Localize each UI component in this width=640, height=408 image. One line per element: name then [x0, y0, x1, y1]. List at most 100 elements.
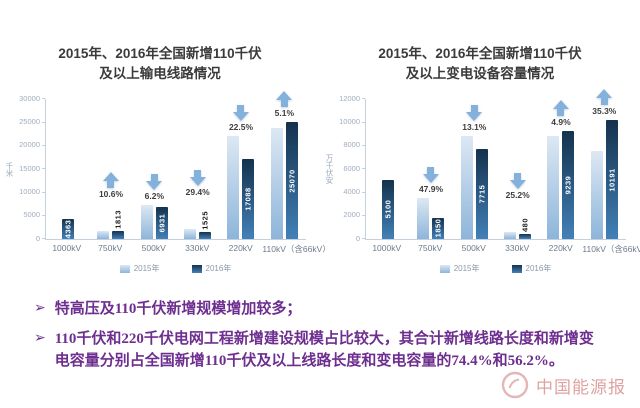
bar-2016年: 1850	[432, 217, 445, 240]
bar-value-label: 480	[520, 217, 530, 232]
change-annotation: 22.5%	[219, 105, 262, 132]
bar-2015年	[140, 204, 153, 240]
bar-2015年	[184, 229, 197, 240]
bar-value-label: 5100	[383, 200, 393, 219]
arrow-up-icon	[552, 100, 569, 117]
y-axis: 0 5000 10000 15000 20000 25000 30000	[15, 95, 46, 242]
summary-bullets: ➢ 特高压及110千伏新增规模增加较多； ➢ 110千伏和220千伏电网工程新增…	[0, 274, 640, 373]
bar-2015年	[547, 136, 560, 240]
title-line: 及以上变电设备容量情况	[405, 65, 555, 81]
legend-swatch	[439, 264, 450, 273]
bar-chart-transmission-lines: 千米 0 5000 10000 15000 20000 25000 30000 4363 18…	[0, 91, 331, 274]
arrow-down-icon	[466, 104, 483, 121]
change-annotation: 4.9%	[539, 100, 582, 127]
x-axis-label: 500kV	[461, 243, 486, 254]
y-axis: 0 2000 4000 6000 8000 10000 12000	[335, 95, 366, 242]
bar-value-label: 9239	[563, 175, 573, 195]
change-annotation: 5.1%	[263, 91, 306, 118]
change-annotation: 35.3%	[583, 89, 626, 116]
x-axis-label: 220kV	[228, 243, 253, 254]
legend-item: 2016年	[191, 263, 232, 274]
arrow-up-icon	[596, 89, 613, 106]
title-line: 2015年、2016年全国新增110千伏	[58, 46, 262, 61]
bar-2015年	[504, 231, 517, 240]
arrow-down-icon	[509, 172, 526, 189]
x-axis-label: 750kV	[418, 243, 443, 254]
legend-swatch	[191, 264, 202, 273]
bar-value-label: 7715	[477, 184, 487, 204]
bar-2016年: 6931	[155, 206, 168, 240]
y-tick-label: 25000	[19, 116, 45, 126]
bullet-text: 110千伏和220千伏电网工程新增建设规模占比较大，其合计新增线路长度和新增变电…	[54, 330, 594, 370]
change-annotation: 13.1%	[453, 104, 496, 132]
bar-2016年: 480	[519, 218, 532, 240]
change-percent: 22.5%	[228, 122, 254, 133]
y-tick-label: 20000	[19, 140, 45, 150]
change-percent: 5.1%	[274, 108, 294, 119]
legend: 2015年 2016年	[45, 263, 306, 274]
change-percent: 10.6%	[98, 188, 124, 199]
bar-2016年: 4363	[61, 218, 74, 240]
bar-value-label: 1525	[200, 211, 210, 231]
bar-group: 7715 13.1%	[453, 99, 496, 240]
y-tick-label: 10000	[19, 186, 45, 196]
x-axis-label: 500kV	[141, 243, 166, 254]
legend-swatch	[119, 264, 130, 273]
arrow-down-icon	[146, 173, 163, 190]
legend-item: 2016年	[511, 263, 552, 274]
bullet-text: 特高压及110千伏新增规模增加较多；	[54, 301, 302, 318]
plot-area: 4363 1813 10.6% 6931 6.2% 1525 29.4% 17088 22.5%…	[45, 91, 306, 241]
chart-title-capacity: 2015年、2016年全国新增110千伏 及以上变电设备容量情况	[320, 44, 640, 83]
y-tick-label: 30000	[19, 93, 45, 103]
bar-2016年: 10191	[605, 120, 618, 240]
bar-value-label: 17088	[243, 187, 253, 211]
arrow-down-icon	[422, 166, 439, 183]
y-axis-title: 千米	[5, 161, 14, 177]
x-axis-label: 220kV	[548, 243, 573, 254]
x-axis-label: 330kV	[185, 243, 210, 254]
bar-group: 1850 47.9%	[409, 99, 452, 240]
watermark-text: 中国能源报	[536, 377, 626, 397]
legend-label: 2016年	[525, 264, 552, 274]
x-axis-labels: 1000kV 750kV 500kV 330kV 220kV 110kV（含66kV）	[45, 243, 330, 255]
bar-2016年: 5100	[381, 179, 394, 240]
bar-group: 10191 35.3%	[583, 89, 626, 240]
bar-2016年: 7715	[475, 149, 488, 240]
x-axis-labels: 1000kV 750kV 500kV 330kV 220kV 110kV（含66kV）	[365, 243, 640, 255]
x-axis-label: 1000kV	[372, 243, 402, 254]
y-tick-label: 0	[35, 233, 46, 243]
y-tick-label: 5000	[23, 210, 45, 220]
bar-2015年	[227, 136, 240, 240]
y-tick-label: 12000	[339, 93, 365, 103]
bar-2016年: 17088	[242, 159, 255, 240]
y-tick-label: 0	[355, 233, 366, 243]
bar-2015年	[270, 127, 283, 240]
plot-column: 5100 1850 47.9% 7715 13.1% 480 25.2% 9239 4.9% 10…	[365, 89, 640, 274]
bar-group: 1525 29.4%	[176, 99, 219, 240]
plot-column: 4363 1813 10.6% 6931 6.2% 1525 29.4% 17088 22.5%…	[45, 91, 331, 274]
change-percent: 35.3%	[592, 106, 617, 117]
bar-group: 17088 22.5%	[219, 99, 262, 240]
bar-group: 9239 4.9%	[539, 99, 582, 240]
plot-area: 5100 1850 47.9% 7715 13.1% 480 25.2% 9239 4.9% 10…	[365, 89, 626, 241]
arrow-up-icon	[102, 171, 119, 188]
x-axis-label: 1000kV	[52, 243, 82, 254]
bar-value-label: 6931	[157, 213, 167, 233]
change-percent: 25.2%	[505, 189, 530, 200]
legend-label: 2015年	[453, 264, 480, 274]
y-axis-title: 万千伏安	[325, 154, 334, 185]
x-axis-label: 330kV	[505, 243, 530, 254]
bullet-arrow-icon: ➢	[34, 300, 46, 317]
y-tick-label: 15000	[19, 163, 45, 173]
bar-group: 4363	[46, 99, 89, 240]
arrow-down-icon	[189, 170, 206, 187]
legend-item: 2015年	[119, 263, 160, 274]
bullet-item: ➢ 110千伏和220千伏电网工程新增建设规模占比较大，其合计新增线路长度和新增…	[34, 328, 600, 373]
change-percent: 4.9%	[551, 117, 571, 128]
bar-group: 1813 10.6%	[89, 99, 132, 240]
change-percent: 6.2%	[144, 190, 164, 201]
legend-label: 2016年	[205, 264, 232, 274]
y-tick-label: 6000	[343, 163, 365, 173]
arrow-up-icon	[276, 91, 293, 108]
